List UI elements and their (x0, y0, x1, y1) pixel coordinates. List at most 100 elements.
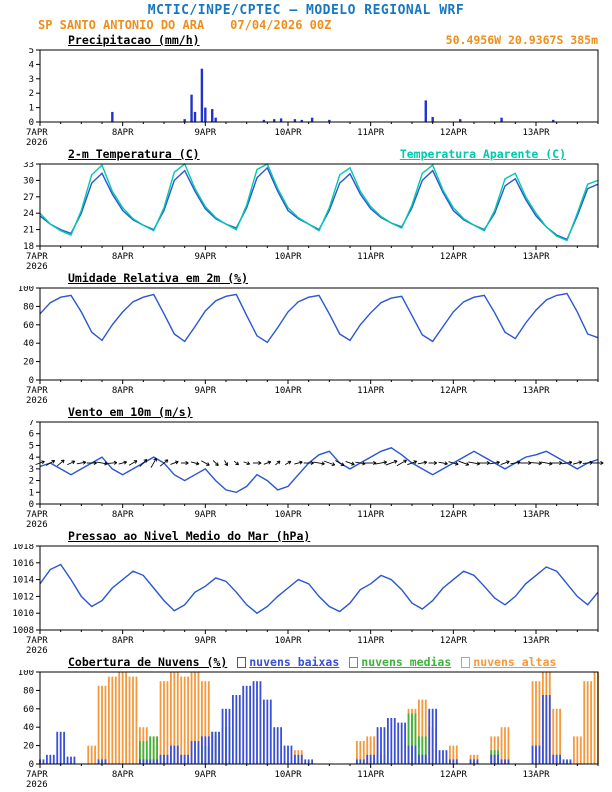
svg-text:27: 27 (23, 193, 34, 203)
svg-text:1: 1 (29, 104, 34, 114)
svg-text:11APR: 11APR (357, 386, 385, 396)
temperature-heading-row: 2-m Temperatura (C) Temperatura Aparente… (0, 146, 612, 162)
svg-text:3: 3 (29, 465, 34, 475)
svg-text:12APR: 12APR (440, 770, 468, 780)
legend-low-clouds: nuvens baixas (237, 654, 339, 670)
svg-text:7APR: 7APR (26, 252, 48, 262)
svg-text:11APR: 11APR (357, 510, 385, 520)
svg-text:2026: 2026 (26, 646, 48, 654)
svg-text:13APR: 13APR (522, 128, 550, 138)
svg-text:1008: 1008 (12, 626, 34, 636)
humidity-heading-row: Umidade Relativa em 2m (%) (0, 270, 612, 286)
pressure-heading-row: Pressao ao Nivel Medio do Mar (hPa) (0, 528, 612, 544)
svg-text:30: 30 (23, 176, 34, 186)
svg-text:10APR: 10APR (274, 252, 302, 262)
svg-text:7APR: 7APR (26, 636, 48, 646)
svg-text:2026: 2026 (26, 262, 48, 270)
svg-text:13APR: 13APR (522, 636, 550, 646)
svg-text:6: 6 (29, 430, 34, 440)
panel-title-pressure: Pressao ao Nivel Medio do Mar (hPa) (68, 529, 311, 543)
svg-text:2026: 2026 (26, 396, 48, 404)
svg-text:21: 21 (23, 226, 34, 236)
page-title: MCTIC/INPE/CPTEC — MODELO REGIONAL WRF (147, 3, 465, 18)
svg-text:7APR: 7APR (26, 770, 48, 780)
svg-text:80: 80 (23, 686, 34, 696)
svg-text:18: 18 (23, 242, 34, 252)
panel-title-precipitation: Precipitacao (mm/h) (68, 33, 200, 47)
svg-text:4: 4 (29, 453, 34, 463)
svg-text:9APR: 9APR (194, 252, 216, 262)
svg-text:1014: 1014 (12, 576, 34, 586)
svg-text:13APR: 13APR (522, 510, 550, 520)
svg-text:40: 40 (23, 339, 34, 349)
svg-text:20: 20 (23, 742, 34, 752)
panel-title-wind: Vento em 10m (m/s) (68, 405, 193, 419)
svg-text:80: 80 (23, 302, 34, 312)
panel-title-temperature: 2-m Temperatura (C) (68, 147, 200, 161)
svg-text:9APR: 9APR (194, 128, 216, 138)
clouds-heading-row: Cobertura de Nuvens (%) nuvens baixas nu… (0, 654, 612, 670)
svg-text:9APR: 9APR (194, 510, 216, 520)
location-coordinates: 50.4956W 20.9367S 385m (445, 33, 598, 47)
svg-text:11APR: 11APR (357, 128, 385, 138)
svg-text:0: 0 (29, 500, 34, 510)
svg-text:10APR: 10APR (274, 128, 302, 138)
svg-text:60: 60 (23, 321, 34, 331)
legend-high-clouds: nuvens altas (461, 654, 556, 670)
svg-text:2026: 2026 (26, 520, 48, 528)
svg-text:10APR: 10APR (274, 770, 302, 780)
svg-text:2: 2 (29, 89, 34, 99)
page-header: MCTIC/INPE/CPTEC — MODELO REGIONAL WRF S… (0, 0, 612, 32)
svg-text:12APR: 12APR (440, 510, 468, 520)
svg-text:0: 0 (29, 118, 34, 128)
svg-text:1012: 1012 (12, 592, 34, 602)
svg-text:2026: 2026 (26, 138, 48, 146)
svg-text:7APR: 7APR (26, 386, 48, 396)
svg-text:9APR: 9APR (194, 636, 216, 646)
panel-title-clouds: Cobertura de Nuvens (%) (68, 655, 228, 669)
run-datetime: 07/04/2026 00Z (230, 18, 332, 32)
svg-text:1018: 1018 (12, 544, 34, 552)
svg-text:3: 3 (29, 75, 34, 85)
svg-text:8APR: 8APR (112, 386, 134, 396)
svg-text:12APR: 12APR (440, 252, 468, 262)
svg-text:10APR: 10APR (274, 386, 302, 396)
mid-clouds-swatch-icon (349, 656, 359, 668)
svg-text:5: 5 (29, 441, 34, 451)
svg-text:8APR: 8APR (112, 252, 134, 262)
svg-text:11APR: 11APR (357, 636, 385, 646)
panel-title-humidity: Umidade Relativa em 2m (%) (68, 271, 249, 285)
station-name: SP SANTO ANTONIO DO ARA (38, 18, 205, 32)
svg-text:40: 40 (23, 723, 34, 733)
svg-text:33: 33 (23, 162, 34, 170)
svg-text:11APR: 11APR (357, 252, 385, 262)
svg-text:100: 100 (18, 670, 34, 678)
svg-text:0: 0 (29, 760, 34, 770)
svg-text:13APR: 13APR (522, 386, 550, 396)
high-clouds-swatch-icon (461, 656, 471, 668)
svg-text:60: 60 (23, 705, 34, 715)
svg-text:1: 1 (29, 488, 34, 498)
svg-text:20: 20 (23, 358, 34, 368)
svg-text:12APR: 12APR (440, 636, 468, 646)
svg-text:5: 5 (29, 48, 34, 56)
svg-text:11APR: 11APR (357, 770, 385, 780)
svg-text:8APR: 8APR (112, 770, 134, 780)
svg-text:1016: 1016 (12, 559, 34, 569)
svg-text:4: 4 (29, 60, 34, 70)
svg-text:7: 7 (29, 420, 34, 428)
precip-heading-row: Precipitacao (mm/h) 50.4956W 20.9367S 38… (0, 32, 612, 48)
low-clouds-swatch-icon (237, 656, 247, 668)
clouds-legend: nuvens baixas nuvens medias nuvens altas (237, 654, 556, 670)
legend-mid-clouds: nuvens medias (349, 654, 451, 670)
svg-text:7APR: 7APR (26, 128, 48, 138)
svg-text:13APR: 13APR (522, 252, 550, 262)
svg-text:9APR: 9APR (194, 770, 216, 780)
svg-text:0: 0 (29, 376, 34, 386)
